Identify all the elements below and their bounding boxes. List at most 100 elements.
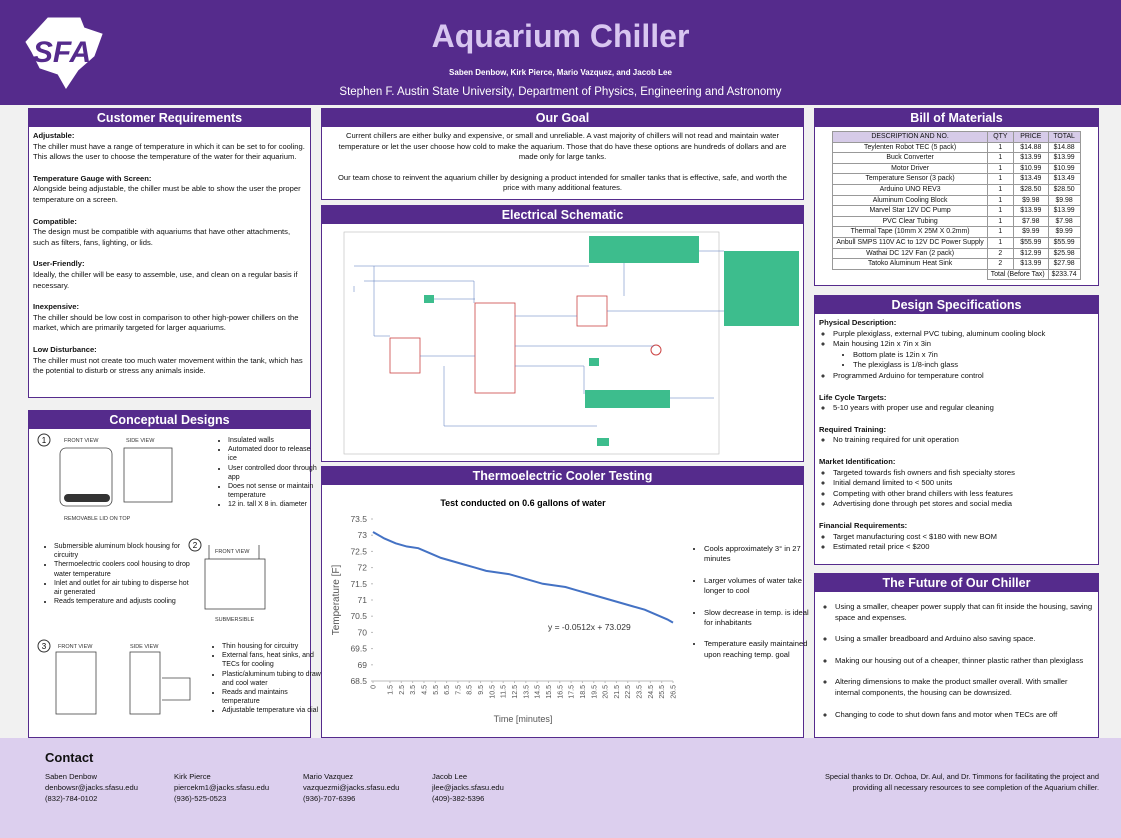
- x-tick-label: 6.5: [444, 685, 451, 695]
- y-tick-label: 72.5: [350, 546, 367, 556]
- schematic-module: [724, 251, 799, 326]
- design-bullet: Plastic/aluminum tubing to draw and cool…: [222, 670, 322, 688]
- bom-cell: $13.99: [1012, 152, 1049, 164]
- design-bullet: Automated door to release ice: [228, 445, 320, 463]
- y-tick-label: 70.5: [350, 611, 367, 621]
- design-bullets: Insulated wallsAutomated door to release…: [214, 436, 320, 510]
- contact-name: Saben Denbow: [45, 772, 97, 781]
- design-bullet: User controlled door through app: [228, 464, 320, 482]
- bom-cell: Motor Driver: [832, 162, 988, 175]
- bom-cell: Aluminum Cooling Block: [832, 194, 988, 207]
- spec-item: Initial demand limited to < 500 units: [833, 478, 1094, 489]
- conceptual-designs-panel: Conceptual Designs: [28, 410, 311, 738]
- bom-cell: $13.49: [1047, 173, 1081, 185]
- bom-cell: $9.99: [1012, 226, 1049, 238]
- bom-cell: Anbull SMPS 110V AC to 12V DC Power Supp…: [832, 236, 988, 249]
- design-bullet: Insulated walls: [228, 436, 320, 445]
- spec-subitem: Bottom plate is 12in x 7in: [853, 350, 1094, 361]
- bom-cell: $10.99: [1047, 162, 1081, 175]
- section-body: [322, 224, 803, 461]
- bom-cell: 1: [986, 236, 1014, 249]
- bom-total-label: Total (Before Tax): [986, 268, 1049, 281]
- sketch-number-circle: [37, 433, 51, 447]
- future-list: Using a smaller, cheaper power supply th…: [819, 602, 1094, 720]
- sketch-label: SIDE VIEW: [126, 438, 155, 444]
- y-tick-label: 72: [358, 563, 368, 573]
- future-item: Changing to code to shut down fans and m…: [835, 710, 1094, 721]
- spec-item: Targeted towards fish owners and fish sp…: [833, 468, 1094, 479]
- x-tick-label: 5.5: [433, 685, 440, 695]
- x-tick-label: 0: [371, 685, 378, 689]
- spec-item: No training required for unit operation: [833, 435, 1094, 446]
- future-item: Using a smaller breadboard and Arduino a…: [835, 634, 1094, 645]
- sketch-label: FRONT VIEW: [58, 644, 93, 650]
- bom-cell: $9.99: [1047, 226, 1081, 238]
- bom-cell: $14.88: [1012, 141, 1049, 154]
- bom-cell: $9.98: [1012, 194, 1049, 207]
- schematic-chip: [389, 337, 421, 374]
- contact-phone: (409)-382-5396: [432, 794, 485, 803]
- bom-cell: 1: [986, 205, 1014, 217]
- contact-email: piercekm1@jacks.sfasu.edu: [174, 783, 270, 792]
- section-body: Adjustable: The chiller must have a range…: [29, 127, 310, 381]
- section-title: Thermoelectric Cooler Testing: [322, 467, 803, 485]
- section-body: Current chillers are either bulky and ex…: [322, 127, 803, 199]
- sketch-label: FRONT VIEW: [64, 438, 99, 444]
- bom-cell: 1: [986, 226, 1014, 238]
- testing-bullet: Slow decrease in temp. is ideal for inha…: [704, 608, 812, 629]
- bom-cell: 1: [986, 173, 1014, 185]
- bom-cell: 2: [986, 258, 1014, 270]
- design-bullet: Thin housing for circuitry: [222, 642, 322, 651]
- section-title: Conceptual Designs: [29, 411, 310, 429]
- bom-cell: $12.99: [1012, 247, 1049, 260]
- testing-bullet: Temperature easily maintained upon reach…: [704, 639, 812, 660]
- bom-table: DESCRIPTION AND NO. QTY PRICE TOTAL Teylente…: [832, 131, 1081, 281]
- bom-cell: $7.98: [1047, 215, 1081, 228]
- bom-row: Marvel Star 12V DC Pump 1 $13.99 $13.99: [832, 205, 1081, 217]
- logo-shape: [25, 17, 103, 89]
- requirement-heading: Temperature Gauge with Screen:: [33, 173, 152, 183]
- requirement-text: The chiller should be low cost in compar…: [33, 312, 299, 333]
- requirement-heading: Adjustable:: [33, 131, 75, 140]
- requirement-heading: User-Friendly:: [33, 259, 85, 269]
- design-bullet: External fans, heat sinks, and TECs for …: [222, 651, 322, 669]
- spec-item: Main housing 12in x 7in x 3inBottom plat…: [833, 339, 1094, 371]
- schematic-drawing: [343, 231, 799, 455]
- x-tick-label: 26.5: [671, 685, 678, 699]
- bom-cell: Teylenten Robot TEC (5 pack): [832, 141, 988, 154]
- x-tick-label: 9.5: [478, 685, 485, 695]
- design-bullet: 12 in. tall X 8 in. diameter: [228, 500, 320, 509]
- bom-row: Wathai DC 12V Fan (2 pack) 2 $12.99 $25.98: [832, 247, 1081, 260]
- sketch-number: 2: [193, 541, 198, 550]
- sketch-number: 3: [42, 642, 47, 651]
- bom-row: PVC Clear Tubing 1 $7.98 $7.98: [832, 215, 1081, 228]
- sketch-body: [55, 651, 97, 715]
- sketch-label: SUBMERSIBLE: [215, 617, 254, 623]
- section-body: Using a smaller, cheaper power supply th…: [815, 592, 1098, 735]
- goal-panel: Our Goal Current chillers are either bulk…: [321, 108, 804, 200]
- sketch-label: SIDE VIEW: [130, 644, 159, 650]
- design-bullet: Does not sense or maintain temperature: [228, 482, 320, 500]
- sketch-number: 1: [42, 436, 47, 445]
- trendline-equation: y = -0.0512x + 73.029: [548, 622, 631, 632]
- y-tick-label: 69: [358, 660, 368, 670]
- section-title: Our Goal: [322, 109, 803, 127]
- bom-cell: 1: [986, 215, 1014, 228]
- x-tick-label: 1.5: [387, 685, 394, 695]
- spec-list: Targeted towards fish owners and fish sp…: [819, 468, 1094, 510]
- contact-person: Saben Denbow denbowsr@jacks.sfasu.edu (832…: [45, 771, 138, 804]
- bom-column-header: QTY: [986, 131, 1014, 143]
- bom-cell: $13.99: [1047, 205, 1081, 217]
- contact-name: Kirk Pierce: [174, 772, 211, 781]
- bom-cell: PVC Clear Tubing: [832, 215, 988, 228]
- design-bullet: Thermoelectric coolers cool housing to d…: [54, 560, 194, 578]
- bom-cell: $28.50: [1047, 183, 1081, 196]
- schematic-module: [589, 236, 699, 263]
- testing-bullets: Cools approximately 3° in 27 minutes Larg…: [690, 544, 812, 671]
- x-tick-label: 22.5: [625, 685, 632, 699]
- x-tick-label: 8.5: [467, 685, 474, 695]
- schematic-sensor: [650, 344, 662, 356]
- x-tick-label: 15.5: [546, 685, 553, 699]
- chart-title: Test conducted on 0.6 gallons of water: [440, 498, 606, 508]
